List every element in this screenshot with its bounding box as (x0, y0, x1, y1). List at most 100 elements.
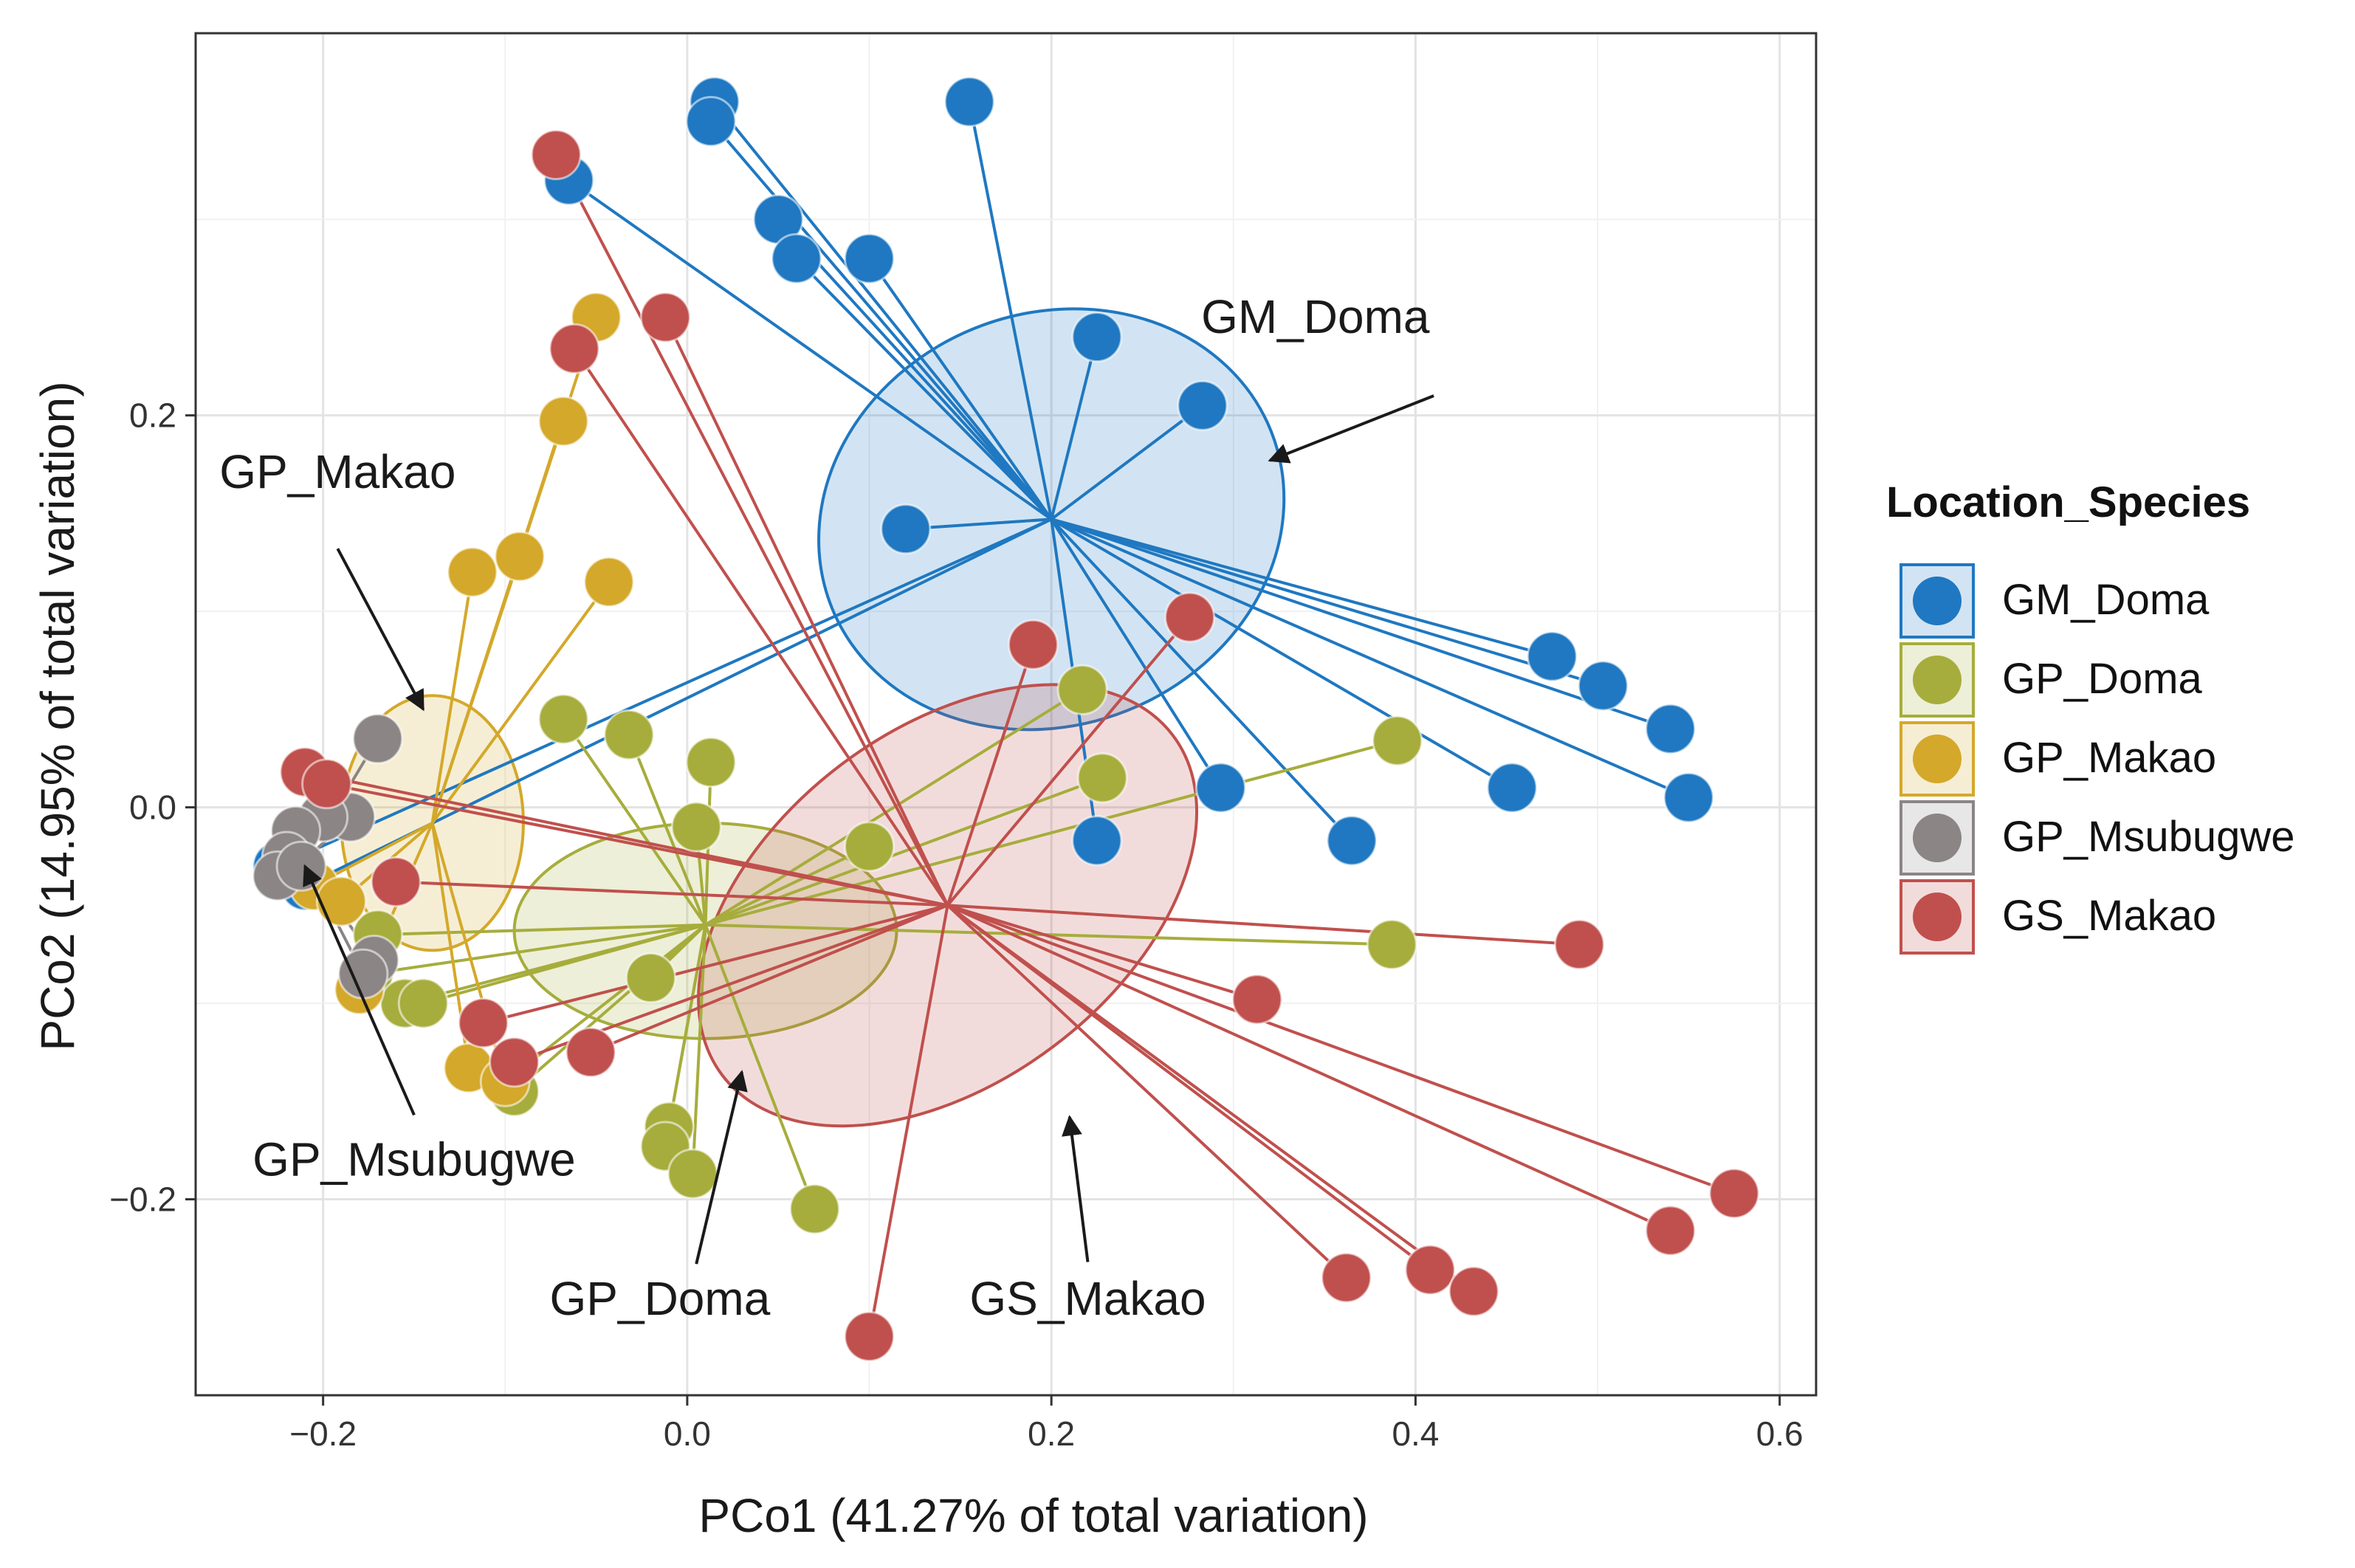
gs-makao-point (844, 1310, 895, 1362)
gs-makao-point (1321, 1252, 1372, 1304)
x-tick-label: 0.2 (1028, 1414, 1075, 1453)
gs-makao-spoke (946, 904, 1735, 1195)
gp-doma-spoke (704, 688, 1084, 926)
gm-doma-spoke (1050, 518, 1223, 789)
gm-doma-spoke (795, 257, 1053, 520)
gp-doma-point (1366, 918, 1417, 970)
gm-doma-point (1071, 815, 1123, 867)
gm-doma-spoke (1051, 517, 1671, 731)
legend-title: Location_Species (1886, 478, 2250, 526)
gm-doma-point (1663, 771, 1714, 823)
gp-doma-point (1056, 664, 1108, 715)
gm-doma-spoke (1051, 517, 1553, 659)
gs-makao-spoke (946, 904, 1671, 1232)
gp-doma-point (1076, 752, 1128, 804)
gp-doma-spoke (562, 718, 707, 926)
annotations: GM_Doma GP_Makao GP_Msubugwe GP_Doma GS_Maka… (219, 290, 1434, 1325)
gm-doma-spoke (1050, 336, 1099, 520)
gp-doma-point (667, 1148, 718, 1200)
gp-doma-spoke (377, 923, 706, 937)
gm-doma-point (943, 76, 995, 128)
legend-label-gp-msubugwe: GP_Msubugwe (2002, 813, 2295, 861)
gs-makao-spoke (946, 904, 1348, 1279)
gs-makao-point (639, 292, 691, 343)
gs-makao-spoke (946, 904, 1258, 1001)
gs-makao-spoke (947, 904, 1580, 946)
gs-makao-spoke (946, 644, 1035, 906)
gm-doma-annotation-label: GM_Doma (1201, 290, 1430, 343)
gp-doma-spoke (422, 923, 706, 1005)
x-tick-label: 0.4 (1392, 1414, 1439, 1453)
legend-label-gp-makao: GP_Makao (2002, 734, 2216, 782)
legend-marker-gm-doma (1913, 577, 1962, 625)
gs-makao-point (1448, 1265, 1499, 1317)
gs-makao-point (549, 323, 600, 374)
gp-doma-annotation-arrow (695, 1070, 748, 1265)
gm-doma-annotation-arrow (1268, 394, 1434, 464)
gs-makao-point (489, 1036, 540, 1088)
gs-makao-annotation-arrow (1062, 1115, 1090, 1262)
legend-marker-gp-msubugwe (1913, 814, 1962, 862)
gs-makao-point (530, 129, 582, 181)
gm-doma-spoke (1051, 517, 1690, 800)
spider-lines (276, 100, 1735, 1337)
y-tick-label: 0.2 (129, 396, 176, 435)
gp-makao-spoke (431, 581, 611, 825)
gp-makao-spoke (430, 571, 474, 824)
gm-doma-point (844, 233, 895, 284)
gs-makao-spoke (396, 880, 948, 907)
gp-doma-point (685, 737, 737, 788)
gp-makao-point (537, 396, 589, 447)
gm-doma-point (1526, 630, 1578, 682)
gm-doma-point (1577, 660, 1629, 712)
gm-doma-point (1177, 379, 1228, 431)
gs-makao-spoke (946, 904, 1475, 1293)
gp-doma-point (603, 709, 655, 760)
gm-doma-spoke (1050, 517, 1353, 842)
gp-makao-point (583, 556, 635, 608)
x-tick-label: 0.6 (1756, 1414, 1804, 1453)
gm-doma-spoke (968, 101, 1053, 520)
gs-makao-spoke (867, 904, 949, 1337)
y-axis-label: PCo2 (14.95% of total variation) (31, 381, 84, 1051)
legend-label-gs-makao: GS_Makao (2002, 892, 2216, 940)
gm-doma-spoke (777, 218, 1053, 520)
gs-makao-point (1231, 974, 1283, 1025)
gp-doma-spoke (368, 923, 706, 976)
gm-doma-spoke (709, 120, 1053, 520)
plot-border (194, 32, 1818, 1397)
gp-makao-point (315, 876, 367, 927)
gs-makao-spoke (946, 616, 1192, 907)
gs-makao-point (1164, 591, 1216, 643)
gp-msubugwe-point (275, 840, 327, 892)
gs-makao-point (1007, 619, 1059, 670)
axes: −0.2 0.0 0.2 0.4 0.6 −0.2 0.0 0.2 (109, 396, 1803, 1453)
legend-marker-gs-makao (1913, 893, 1962, 941)
x-tick-label: −0.2 (289, 1414, 357, 1453)
gm-doma-spoke (867, 258, 1053, 520)
gs-makao-point (301, 758, 353, 810)
gs-makao-spoke (590, 904, 949, 1054)
legend-marker-gp-doma (1913, 656, 1962, 704)
y-tick-label: 0.0 (129, 788, 176, 827)
gs-makao-point (1708, 1168, 1760, 1220)
gp-doma-point (537, 693, 589, 745)
legend-marker-gp-makao (1913, 735, 1962, 783)
gs-makao-spoke (554, 154, 949, 907)
gp-doma-spoke (513, 924, 706, 1093)
gp-msubugwe-point (352, 713, 404, 765)
gs-makao-point (1645, 1205, 1696, 1256)
gp-doma-point (397, 977, 449, 1029)
gm-doma-point (771, 233, 822, 284)
gp-msubugwe-annotation-arrow (303, 864, 416, 1116)
gp-doma-spoke (704, 776, 1103, 926)
gp-doma-point (844, 821, 895, 873)
gm-doma-point (880, 503, 932, 555)
gp-doma-point (625, 952, 677, 1004)
gp-doma-spoke (704, 924, 816, 1210)
gm-doma-spoke (713, 100, 1053, 520)
gridlines (196, 33, 1816, 1395)
data-points (252, 76, 1760, 1362)
gm-doma-point (1486, 762, 1538, 814)
legend-label-gm-doma: GM_Doma (2002, 576, 2210, 624)
